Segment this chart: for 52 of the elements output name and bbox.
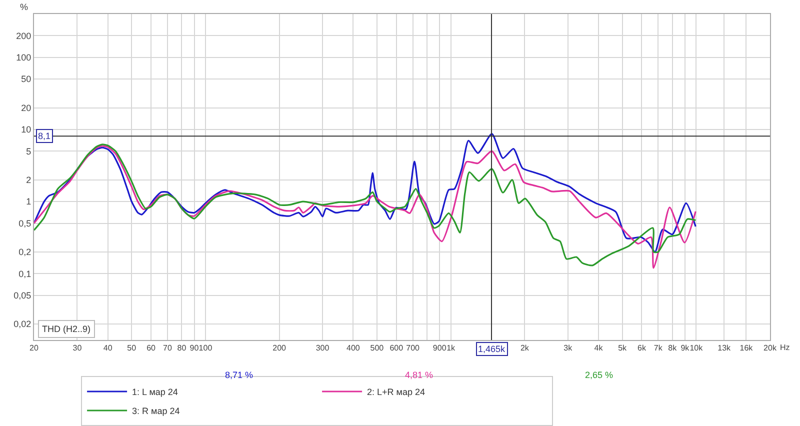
legend-label: 3: R мар 24 <box>132 406 180 416</box>
y-axis-title: % <box>20 2 28 12</box>
legend-label: 2: L+R мар 24 <box>367 387 426 398</box>
y-tick-label: 0,2 <box>18 247 32 258</box>
x-tick-label: 20k <box>764 344 778 353</box>
x-tick-label: 7k <box>654 344 664 353</box>
x-tick-label: 6k <box>637 344 647 353</box>
text: 4,81 % <box>405 370 434 380</box>
x-tick-label: 3k <box>564 344 574 353</box>
x-tick-label: 40 <box>103 344 113 353</box>
x-tick-label: 60 <box>146 344 156 353</box>
x-tick-label: 900 <box>432 344 447 353</box>
x-tick-label: 500 <box>370 344 384 353</box>
x-tick-label: 80 <box>177 344 187 353</box>
x-tick-label: 2k <box>520 344 530 353</box>
x-tick-label: 600 <box>390 344 404 353</box>
x-tick-label: 200 <box>272 344 287 353</box>
y-tick-label: 20 <box>21 102 32 113</box>
x-tick-label: 10k <box>690 344 704 353</box>
y-tick-label: 2 <box>26 175 32 185</box>
y-tick-label: 10 <box>21 124 32 135</box>
x-tick-label: 8k <box>668 344 678 353</box>
x-tick-label: 30 <box>72 344 82 353</box>
x-axis-title: Hz <box>780 343 790 352</box>
x-tick-label: 100 <box>198 344 213 353</box>
legend-label: 1: L мар 24 <box>132 387 178 398</box>
x-tick-label: 5k <box>618 344 628 353</box>
y-tick-label: 5 <box>26 146 32 156</box>
x-tick-label: 300 <box>316 344 330 353</box>
y-tick-label: 200 <box>16 30 32 41</box>
x-tick-label: 16k <box>740 344 754 353</box>
x-tick-label: 9k <box>680 344 690 353</box>
x-tick-label: 70 <box>163 344 172 353</box>
y-tick-label: 0,1 <box>18 268 32 279</box>
x-tick-label: 4k <box>594 344 604 353</box>
x-tick-label: 90 <box>190 344 200 353</box>
x-tick-label: 13k <box>718 344 732 353</box>
y-tick-label: 0,5 <box>18 218 32 228</box>
y-tick-label: 0,05 <box>14 290 32 300</box>
text: 8,71 % <box>225 370 254 380</box>
y-tick-label: 1 <box>26 196 32 207</box>
x-tick-label: 400 <box>346 344 360 353</box>
y-tick-label: 100 <box>16 52 32 63</box>
x-tick-label: 700 <box>406 344 420 353</box>
ref-line-label: 1,465k <box>478 344 506 354</box>
text: 2,65 % <box>585 370 614 380</box>
y-tick-label: 0,02 <box>14 319 32 330</box>
x-tick-label: 1k <box>446 344 456 353</box>
y-tick-label: 50 <box>21 74 32 84</box>
x-tick-label: 50 <box>127 344 137 353</box>
annotation: THD (H2..9) <box>42 324 91 334</box>
ref-line-label: 8,1 <box>38 131 51 141</box>
